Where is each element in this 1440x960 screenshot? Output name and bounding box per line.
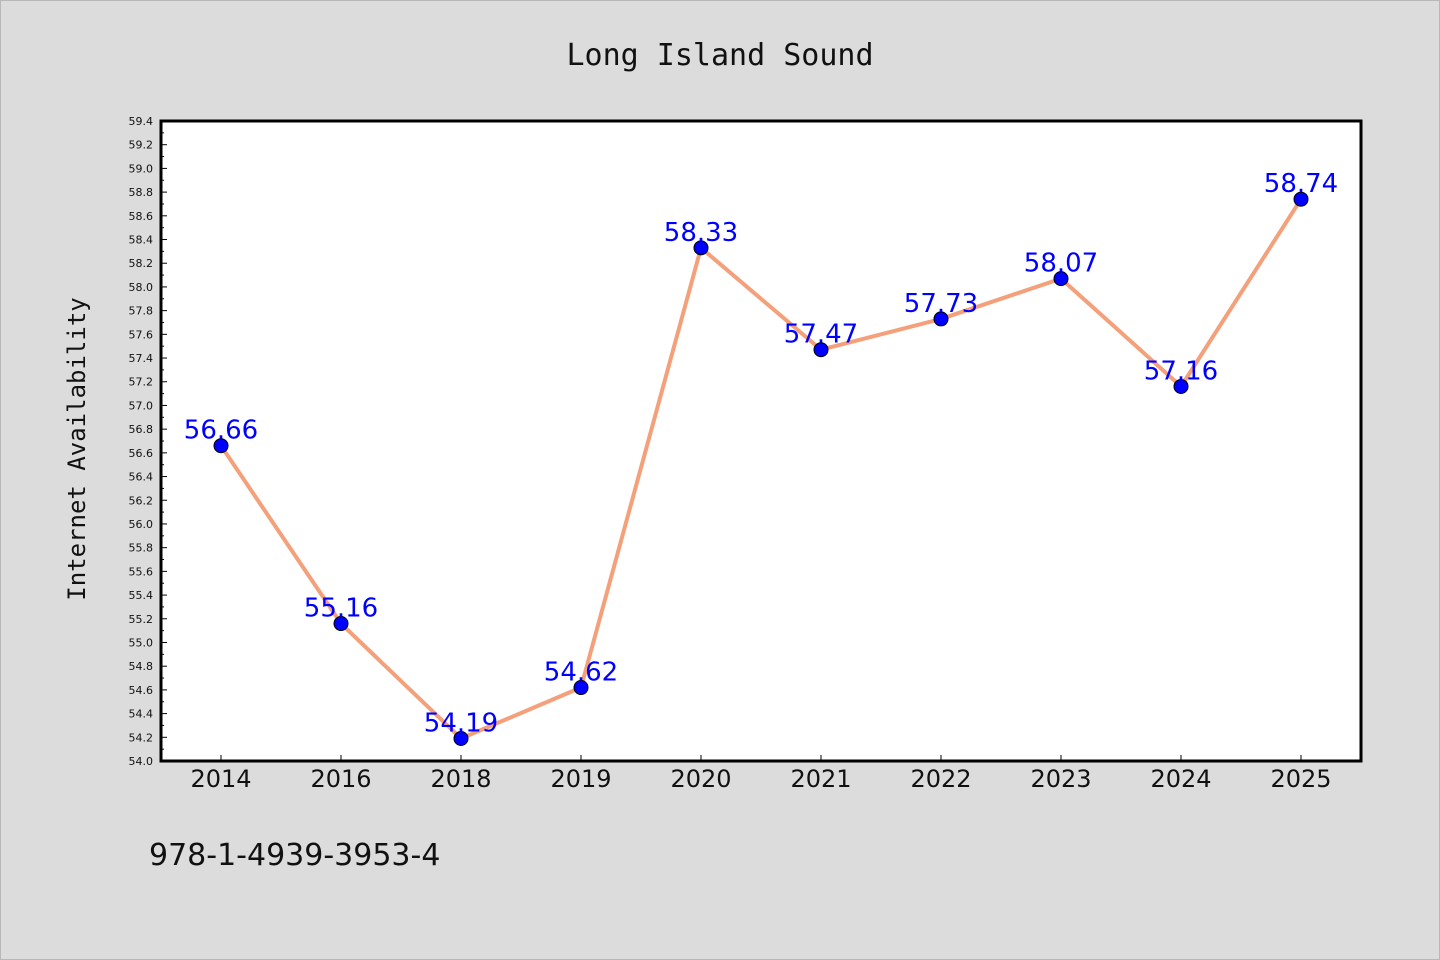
y-tick-label: 55.4 [129, 589, 154, 602]
data-label: 58.74 [1264, 169, 1338, 199]
data-label: 57.47 [784, 320, 858, 350]
x-tick-label: 2016 [310, 765, 371, 793]
x-tick-label: 2025 [1270, 765, 1331, 793]
x-tick-label: 2022 [910, 765, 971, 793]
y-tick-label: 56.4 [129, 471, 154, 484]
data-label: 58.07 [1024, 249, 1098, 279]
data-point [213, 438, 229, 454]
chart-title: Long Island Sound [566, 38, 873, 73]
y-tick-label: 55.2 [129, 613, 154, 626]
y-tick-label: 55.6 [129, 565, 154, 578]
x-tick-label: 2023 [1030, 765, 1091, 793]
data-point [1173, 378, 1189, 394]
series-line-group [219, 198, 1303, 741]
y-tick-label: 57.0 [129, 399, 154, 412]
plot-area [161, 121, 1361, 761]
series-line [219, 198, 1303, 741]
y-tick-label: 57.6 [129, 328, 154, 341]
y-tick-label: 56.0 [129, 518, 154, 531]
data-labels: 56.66 55.16 54.19 54.62 58.33 57.47 57.73 58.07… [184, 169, 1338, 738]
x-tick-label: 2021 [790, 765, 851, 793]
data-point [453, 730, 469, 746]
data-label: 57.73 [904, 289, 978, 319]
y-tick-label: 59.4 [129, 115, 154, 128]
y-tick-label: 54.0 [129, 755, 154, 768]
data-label: 54.62 [544, 658, 618, 688]
data-label: 56.66 [184, 416, 258, 446]
y-tick-label: 58.0 [129, 281, 154, 294]
y-tick-label: 54.2 [129, 731, 154, 744]
data-point [813, 342, 829, 358]
data-point [1293, 191, 1309, 207]
y-tick-label: 58.4 [129, 234, 154, 247]
x-tick-label: 2020 [670, 765, 731, 793]
y-tick-label: 58.8 [129, 186, 154, 199]
y-tick-label: 56.2 [129, 494, 154, 507]
y-tick-label: 55.0 [129, 636, 154, 649]
data-point [933, 311, 949, 327]
y-tick-label: 57.2 [129, 376, 154, 389]
y-tick-label: 55.8 [129, 542, 154, 555]
y-tick-label: 57.8 [129, 305, 154, 318]
y-tick-label: 54.6 [129, 684, 154, 697]
y-tick-label: 56.6 [129, 447, 154, 460]
y-tick-label: 59.2 [129, 139, 154, 152]
x-tick-label: 2018 [430, 765, 491, 793]
data-label: 55.16 [304, 594, 378, 624]
y-axis-ticks: 54.0 54.2 54.4 54.6 54.8 55.0 55.2 55.4 55.6 55.8… [129, 115, 167, 768]
y-tick-label: 58.6 [129, 210, 154, 223]
data-points [213, 191, 1309, 746]
y-tick-label: 57.4 [129, 352, 154, 365]
y-tick-label: 54.4 [129, 708, 154, 721]
data-point [693, 240, 709, 256]
x-tick-label: 2024 [1150, 765, 1211, 793]
y-axis-label: Internet Availability [63, 297, 91, 600]
data-label: 58.33 [664, 218, 738, 248]
y-tick-label: 54.8 [129, 660, 154, 673]
x-tick-label: 2014 [190, 765, 251, 793]
data-point [333, 616, 349, 632]
data-point [573, 680, 589, 696]
plot-border [159, 119, 1363, 763]
y-tick-label: 58.2 [129, 257, 154, 270]
y-tick-label: 59.0 [129, 162, 154, 175]
x-tick-label: 2019 [550, 765, 611, 793]
data-point [1053, 271, 1069, 287]
data-label: 54.19 [424, 708, 498, 738]
data-label: 57.16 [1144, 356, 1218, 386]
footer-code: 978-1-4939-3953-4 [149, 838, 440, 873]
y-tick-label: 56.8 [129, 423, 154, 436]
